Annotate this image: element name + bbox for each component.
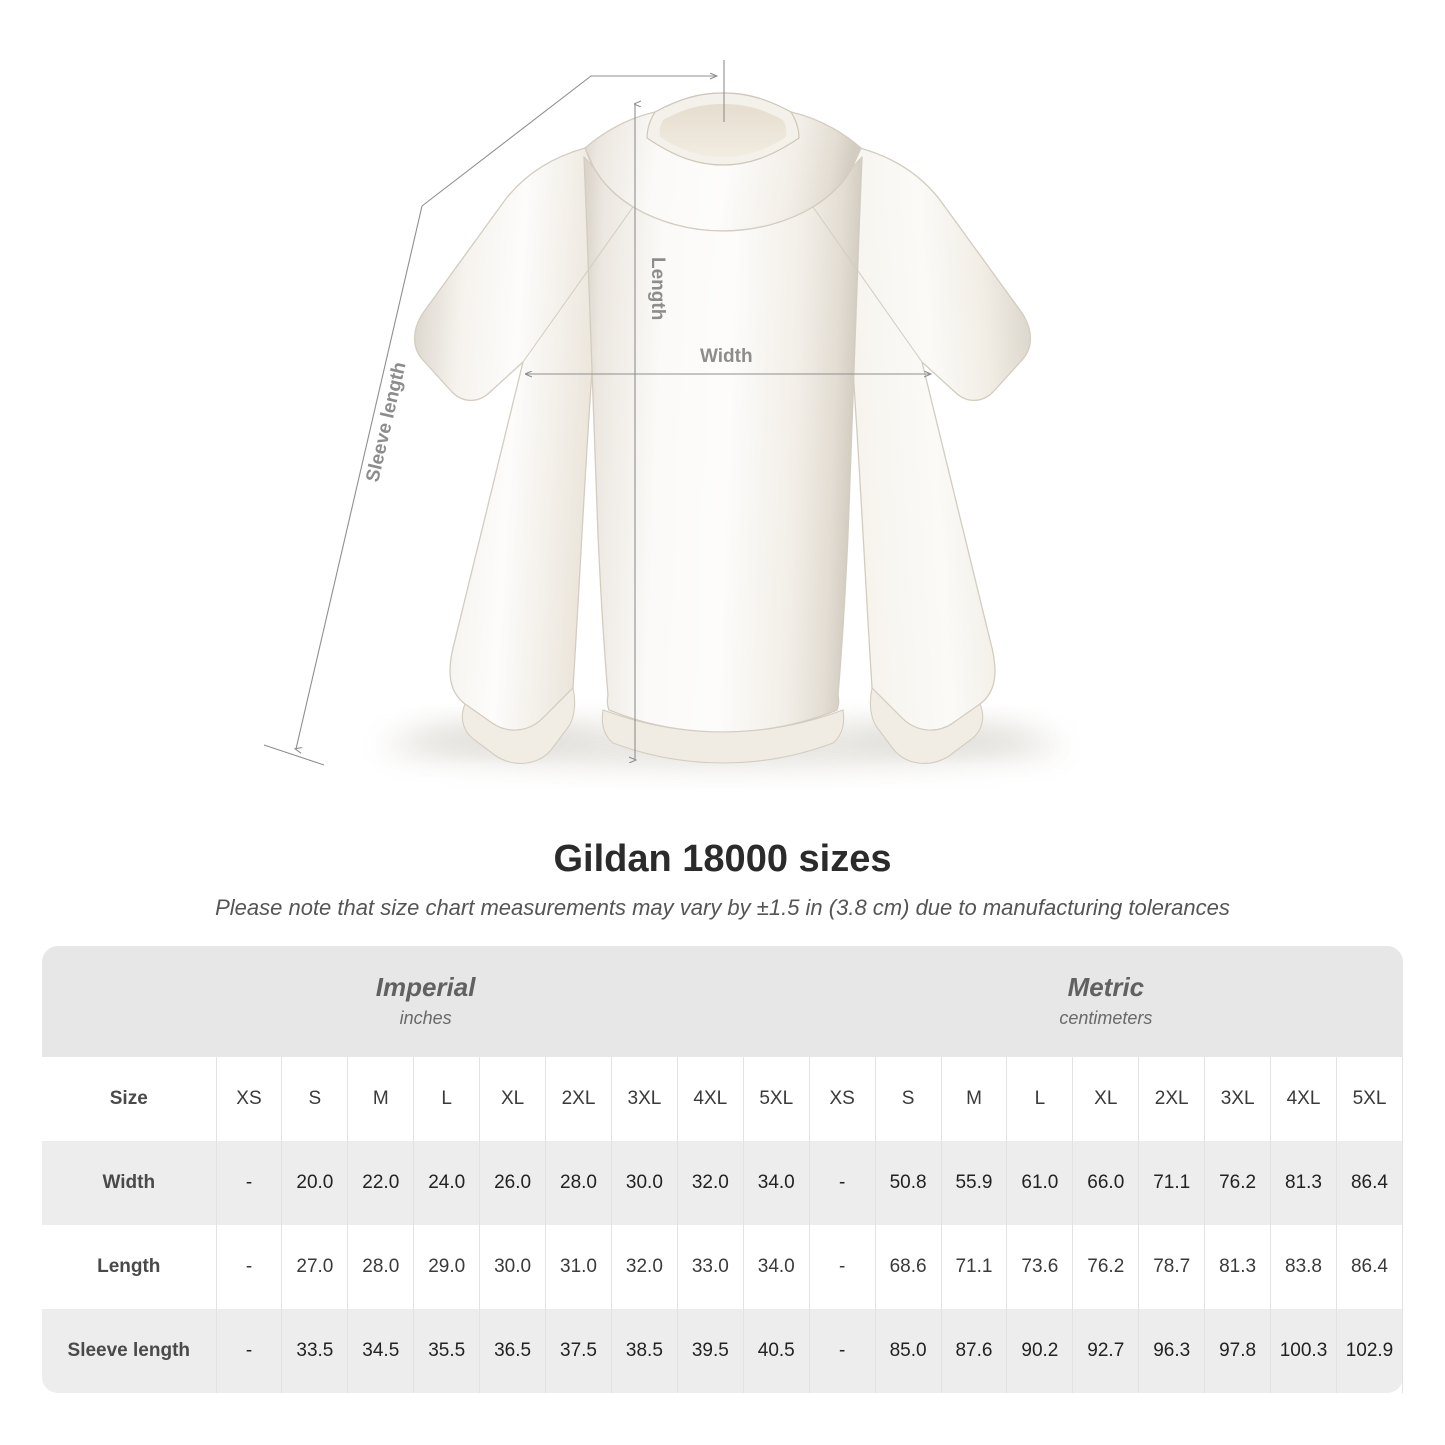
- svg-text:Sleeve length: Sleeve length: [362, 360, 410, 484]
- svg-text:Length: Length: [647, 257, 668, 320]
- svg-text:Width: Width: [700, 346, 753, 367]
